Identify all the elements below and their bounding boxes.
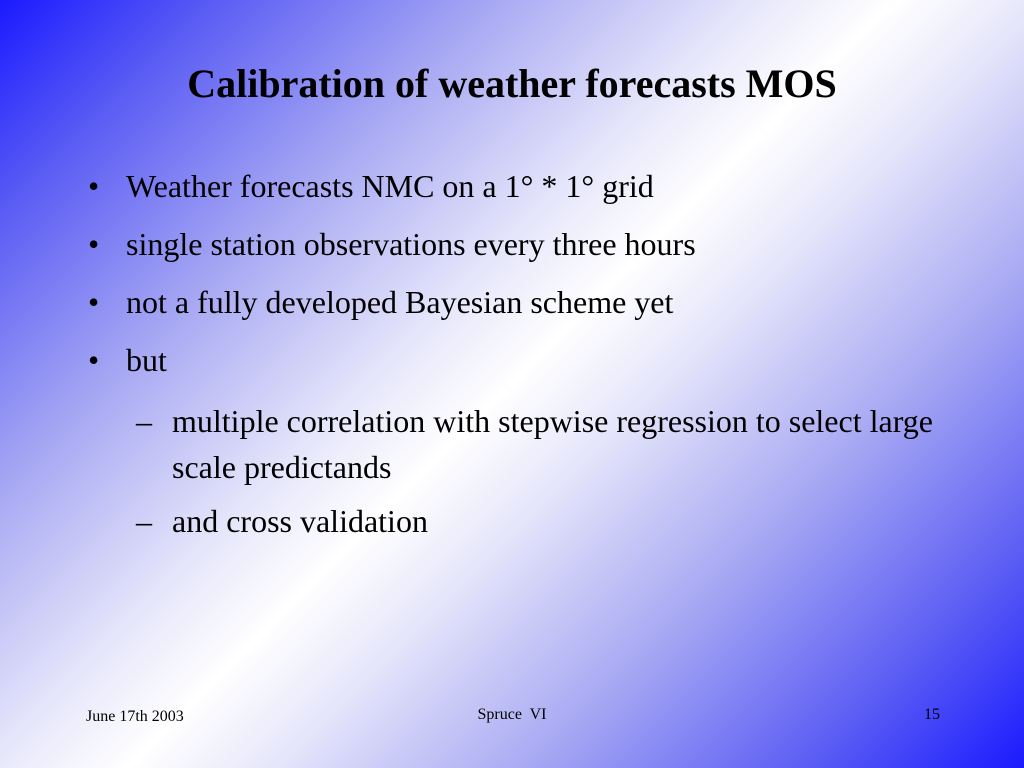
subbullet-marker: – [136, 503, 152, 539]
bullet-marker: • [88, 168, 100, 204]
bullet-text: Weather forecasts NMC on a 1° * 1° grid [126, 168, 654, 204]
subbullet-item: – multiple correlation with stepwise reg… [126, 398, 958, 490]
bullet-marker: • [88, 284, 100, 320]
footer-date: June 17th 2003 [86, 708, 184, 725]
bullet-text: not a fully developed Bayesian scheme ye… [126, 284, 674, 320]
subbullet-text: multiple correlation with stepwise regre… [172, 403, 933, 485]
subbullet-marker: – [136, 403, 152, 439]
bullet-marker: • [88, 342, 100, 378]
bullet-text: but [126, 342, 167, 378]
bullet-item: • not a fully developed Bayesian scheme … [88, 284, 958, 320]
subbullet-item: – and cross validation [126, 498, 958, 544]
bullet-marker: • [88, 226, 100, 262]
bullet-list: • Weather forecasts NMC on a 1° * 1° gri… [88, 168, 958, 566]
footer-center-text: Spruce VI [477, 706, 547, 723]
bullet-text: single station observations every three … [126, 226, 696, 262]
subbullet-list: – multiple correlation with stepwise reg… [126, 398, 958, 544]
bullet-item: • single station observations every thre… [88, 226, 958, 262]
page-number: 15 [924, 706, 940, 723]
bullet-item: • Weather forecasts NMC on a 1° * 1° gri… [88, 168, 958, 204]
bullet-item: • but – multiple correlation with stepwi… [88, 342, 958, 544]
slide-title: Calibration of weather forecasts MOS [187, 61, 837, 106]
subbullet-text: and cross validation [172, 503, 428, 539]
